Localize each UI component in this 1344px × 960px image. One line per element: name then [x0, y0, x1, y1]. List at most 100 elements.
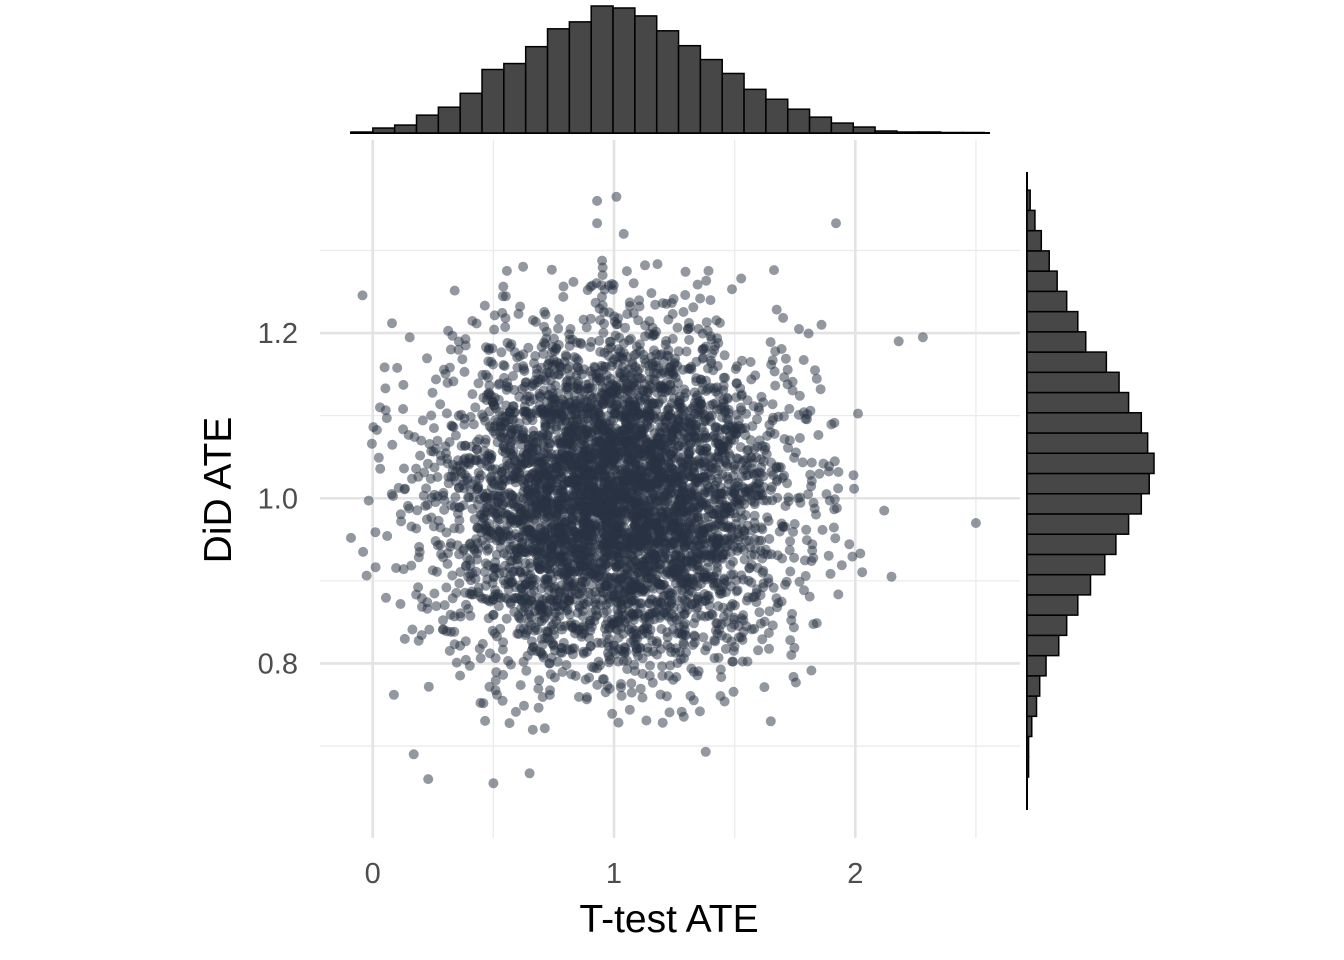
scatter-point: [584, 536, 595, 546]
scatter-point: [567, 622, 578, 633]
scatter-point: [370, 562, 381, 573]
scatter-point: [490, 501, 501, 512]
scatter-point: [468, 419, 479, 430]
scatter-point: [388, 689, 399, 700]
scatter-point: [708, 535, 719, 546]
scatter-point: [422, 499, 433, 510]
scatter-point: [970, 518, 981, 528]
scatter-point: [844, 539, 855, 550]
scatter-point: [577, 583, 588, 594]
scatter-point: [650, 299, 661, 310]
scatter-point: [598, 361, 609, 372]
scatter-point: [497, 291, 508, 302]
scatter-point: [728, 541, 739, 552]
scatter-point: [532, 625, 543, 635]
scatter-point: [713, 652, 724, 663]
scatter-point: [454, 578, 465, 589]
scatter-point: [829, 417, 840, 428]
scatter-point: [569, 643, 580, 654]
scatter-point: [712, 628, 723, 639]
scatter-point: [512, 514, 523, 525]
scatter-point: [725, 560, 736, 570]
scatter-point: [756, 522, 767, 533]
scatter-point: [669, 385, 680, 396]
scatter-point: [723, 420, 734, 431]
scatter-point: [650, 438, 661, 449]
scatter-point: [661, 691, 672, 702]
scatter-point: [492, 631, 502, 642]
scatter-point: [657, 717, 668, 728]
scatter-point: [545, 685, 555, 696]
scatter-point: [422, 458, 433, 469]
scatter-point: [450, 430, 461, 441]
scatter-point: [615, 559, 626, 569]
scatter-point: [806, 481, 817, 492]
scatter-point: [490, 429, 501, 439]
scatter-point: [527, 724, 538, 735]
scatter-point: [493, 592, 504, 603]
scatter-point: [524, 544, 535, 555]
scatter-points: [346, 191, 981, 789]
scatter-point: [801, 535, 812, 546]
scatter-point: [795, 497, 806, 508]
scatter-point: [613, 632, 624, 643]
scatter-point: [591, 372, 602, 383]
scatter-point: [750, 370, 761, 381]
scatter-point: [548, 640, 559, 651]
scatter-point: [542, 563, 553, 574]
scatter-point: [757, 634, 768, 645]
scatter-point: [764, 643, 774, 654]
scatter-point: [540, 460, 551, 471]
scatter-point: [613, 717, 624, 728]
scatter-point: [677, 629, 688, 640]
scatter-point: [357, 290, 368, 301]
scatter-point: [616, 679, 626, 689]
scatter-point: [539, 306, 550, 317]
scatter-point: [526, 636, 537, 647]
scatter-point: [592, 195, 603, 206]
scatter-point: [572, 480, 583, 491]
scatter-point: [857, 567, 868, 578]
scatter-point: [613, 656, 624, 667]
scatter-point: [606, 430, 617, 441]
scatter-point: [673, 346, 684, 357]
scatter-point: [686, 403, 697, 414]
scatter-point: [396, 516, 407, 527]
scatter-point: [730, 364, 741, 374]
scatter-point: [676, 706, 687, 717]
scatter-point: [629, 513, 640, 523]
scatter-point: [457, 354, 468, 365]
scatter-point: [485, 596, 496, 607]
scatter-point: [750, 543, 761, 554]
scatter-point: [710, 398, 721, 409]
scatter-point: [643, 466, 654, 477]
scatter-point: [779, 434, 790, 444]
scatter-point: [551, 508, 562, 519]
scatter-point: [520, 406, 531, 417]
scatter-point: [578, 518, 589, 529]
scatter-point: [411, 523, 422, 534]
scatter-point: [700, 433, 711, 444]
scatter-point: [427, 565, 438, 576]
scatter-point: [561, 517, 572, 527]
scatter-point: [636, 560, 647, 571]
scatter-point: [566, 505, 577, 516]
scatter-point: [642, 646, 653, 657]
scatter-point: [521, 665, 532, 676]
scatter-point: [770, 346, 781, 357]
scatter-point: [480, 521, 491, 531]
scatter-point: [616, 690, 627, 701]
scatter-point: [631, 505, 642, 516]
scatter-point: [496, 347, 507, 358]
scatter-point: [752, 584, 762, 595]
scatter-point: [681, 555, 692, 566]
scatter-point: [639, 354, 650, 365]
scatter-point: [490, 403, 501, 414]
scatter-point: [603, 350, 614, 361]
scatter-point: [674, 523, 685, 534]
scatter-point: [678, 474, 689, 484]
scatter-point: [849, 483, 860, 494]
scatter-point: [597, 270, 608, 281]
scatter-point: [597, 562, 608, 573]
scatter-point: [831, 218, 841, 229]
